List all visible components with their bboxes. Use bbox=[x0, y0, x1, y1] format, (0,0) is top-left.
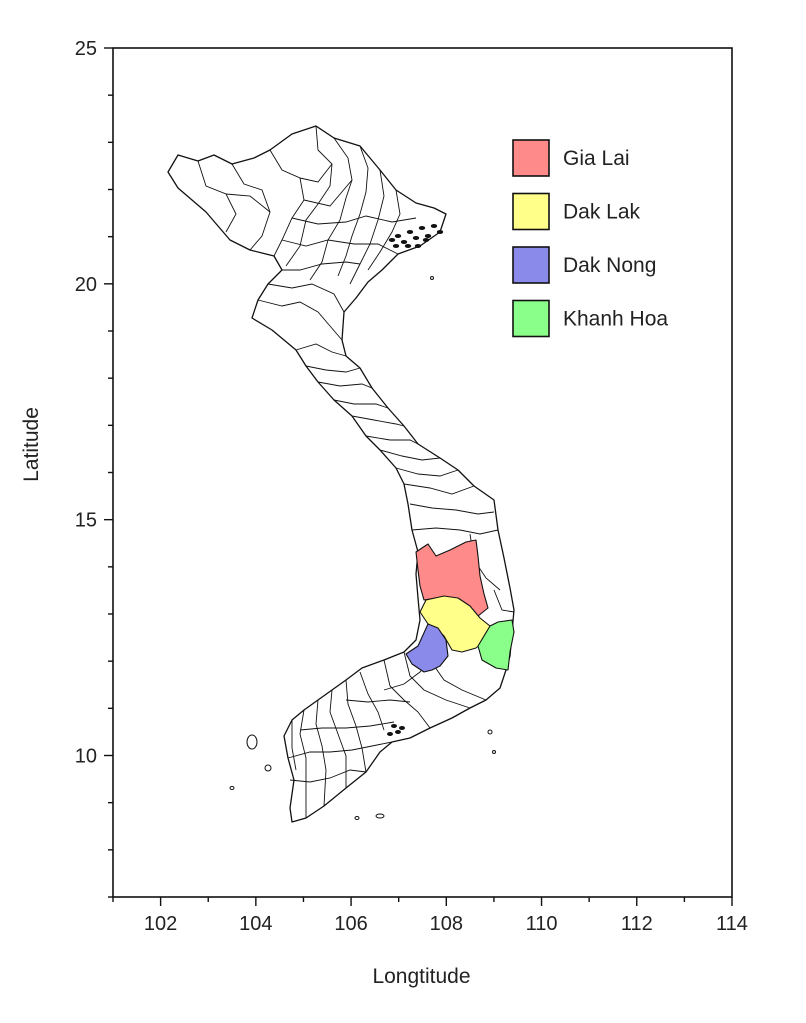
legend-label: Dak Nong bbox=[563, 254, 656, 277]
province-boundary bbox=[231, 163, 271, 251]
province-boundary bbox=[281, 239, 399, 255]
province-boundary bbox=[329, 689, 347, 788]
x-tick-label: 106 bbox=[334, 913, 367, 935]
island-shape bbox=[246, 734, 258, 750]
axes: 102 104 106 108 110 112 114 10 15 20 25 Longtitude L… bbox=[20, 38, 748, 988]
x-tick-label: 114 bbox=[716, 913, 748, 935]
province-boundary bbox=[403, 483, 475, 495]
province-dak-nong bbox=[405, 623, 449, 673]
province-boundary bbox=[291, 720, 297, 771]
highlighted-provinces bbox=[405, 539, 515, 673]
province-boundary bbox=[345, 699, 411, 703]
province-boundary bbox=[403, 651, 471, 709]
legend-swatch bbox=[512, 139, 550, 177]
province-boundary bbox=[395, 467, 459, 477]
province-boundary bbox=[337, 145, 369, 277]
province-boundary bbox=[291, 215, 417, 225]
province-khanh-hoa bbox=[477, 619, 515, 671]
province-boundary bbox=[429, 659, 487, 701]
province-boundary bbox=[349, 169, 385, 285]
x-tick-label: 112 bbox=[621, 913, 653, 935]
province-boundaries bbox=[197, 125, 515, 818]
island-shape bbox=[492, 750, 496, 754]
x-tick-label: 108 bbox=[430, 913, 463, 935]
x-tick-label: 110 bbox=[526, 913, 558, 935]
y-tick-label: 25 bbox=[75, 38, 97, 60]
province-boundary bbox=[351, 415, 405, 427]
bay-islet bbox=[406, 230, 414, 234]
bay-islet bbox=[394, 234, 402, 238]
province-boundary bbox=[257, 299, 343, 341]
province-boundary bbox=[493, 589, 515, 613]
province-boundary bbox=[299, 163, 333, 183]
island-shape bbox=[487, 729, 493, 735]
province-boundary bbox=[299, 709, 307, 818]
legend: Gia Lai Dak Lak Dak Nong Khanh Hoa bbox=[512, 139, 668, 338]
province-boundary bbox=[365, 435, 419, 445]
province-boundary bbox=[315, 699, 327, 807]
province-boundary bbox=[333, 399, 389, 409]
province-boundary bbox=[295, 343, 347, 357]
bay-islet bbox=[430, 224, 438, 228]
y-tick-label: 20 bbox=[75, 274, 97, 296]
bay-islet bbox=[404, 244, 412, 248]
x-tick-label: 104 bbox=[239, 913, 272, 935]
delta-islet bbox=[391, 724, 397, 728]
legend-swatch bbox=[512, 299, 550, 338]
bay-islet bbox=[418, 226, 426, 230]
province-boundary bbox=[289, 769, 367, 783]
island-shape bbox=[354, 816, 360, 820]
x-axis-title: Longtitude bbox=[372, 965, 470, 988]
province-boundary bbox=[287, 741, 393, 759]
province-boundary bbox=[383, 659, 431, 729]
island-shape bbox=[229, 786, 235, 790]
legend-label: Gia Lai bbox=[563, 147, 630, 170]
province-boundary bbox=[303, 179, 353, 207]
province-boundary bbox=[379, 449, 441, 461]
province-boundary bbox=[282, 261, 361, 271]
bay-islet bbox=[414, 244, 422, 248]
bay-islet bbox=[412, 236, 420, 240]
island-shape bbox=[430, 276, 434, 280]
x-tick-label: 102 bbox=[144, 913, 177, 935]
bay-islet bbox=[400, 240, 408, 244]
province-boundary bbox=[285, 125, 333, 267]
bay-islet bbox=[422, 238, 430, 242]
legend-label: Khanh Hoa bbox=[563, 308, 668, 331]
province-boundary bbox=[299, 721, 395, 731]
province-boundary bbox=[309, 137, 353, 281]
legend-swatch bbox=[512, 246, 550, 284]
bay-islet bbox=[392, 244, 400, 248]
bay-islet bbox=[424, 234, 432, 238]
province-boundary bbox=[411, 527, 499, 535]
province-boundary bbox=[317, 381, 373, 389]
bay-islet bbox=[388, 238, 396, 242]
bay-islet bbox=[436, 230, 444, 234]
legend-swatch bbox=[512, 192, 550, 231]
province-boundary bbox=[225, 193, 271, 213]
province-boundary bbox=[345, 679, 367, 773]
y-tick-label: 15 bbox=[75, 510, 97, 532]
island-shape bbox=[264, 764, 272, 772]
province-boundary bbox=[409, 503, 495, 515]
province-boundary bbox=[267, 283, 345, 313]
y-axis-title: Latitude bbox=[20, 407, 43, 482]
delta-islet bbox=[399, 726, 405, 730]
province-boundary bbox=[359, 671, 385, 731]
delta-islet bbox=[395, 730, 401, 734]
delta-islet bbox=[387, 732, 393, 736]
province-boundary bbox=[305, 365, 361, 373]
province-boundary bbox=[367, 189, 401, 271]
province-gia-lai bbox=[415, 539, 489, 617]
y-tick-label: 10 bbox=[75, 746, 97, 768]
island-shape bbox=[375, 813, 385, 819]
legend-label: Dak Lak bbox=[563, 201, 641, 224]
